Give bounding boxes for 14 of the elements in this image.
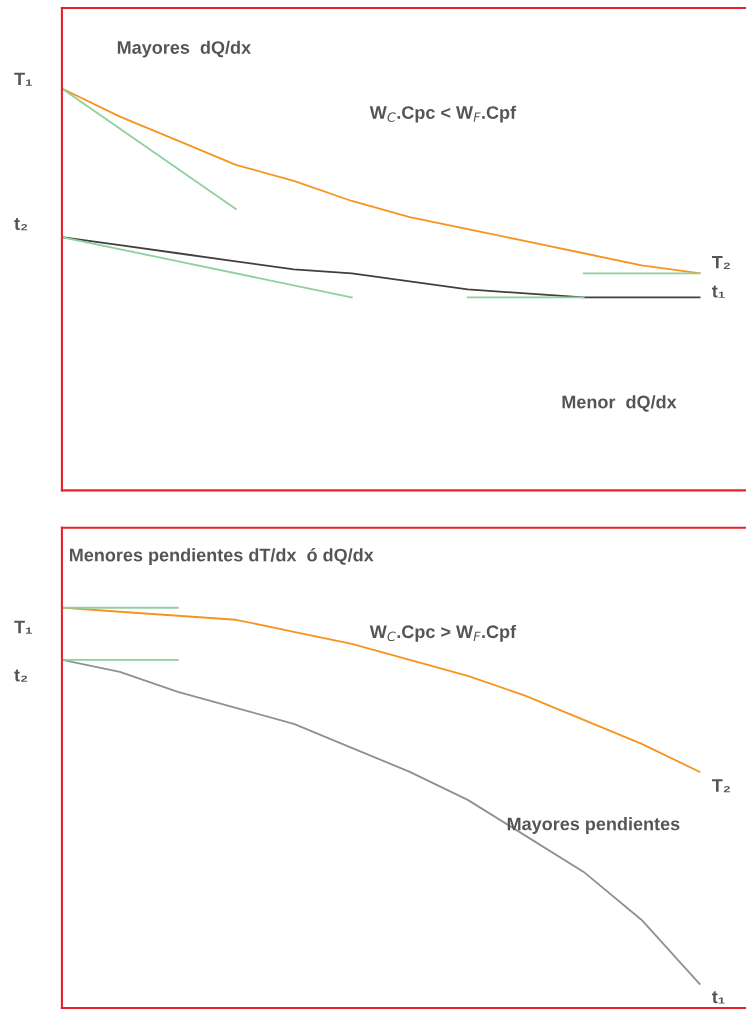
annotation: t₁ [712,991,725,1004]
text: t₂ [14,218,28,231]
annotation: t₁ [712,285,725,298]
annotation: W$_{C}$.Cpc > W$_{F}$.Cpf [369,624,517,642]
text: Menores pendientes dT/dx ó dQ/dx [69,548,374,566]
annotation: Mayores pendientes [507,817,680,834]
annotation: Menor dQ/dx [562,395,677,412]
text: Mayores dQ/dx [117,40,251,58]
text: t₂ [14,669,28,682]
text: T₁ [14,620,32,634]
text: T₁ [14,72,32,86]
annotation: T₂ [712,255,730,269]
annotation: W$_{C}$.Cpc < W$_{F}$.Cpf [369,105,517,123]
annotation: T₂ [712,779,730,793]
